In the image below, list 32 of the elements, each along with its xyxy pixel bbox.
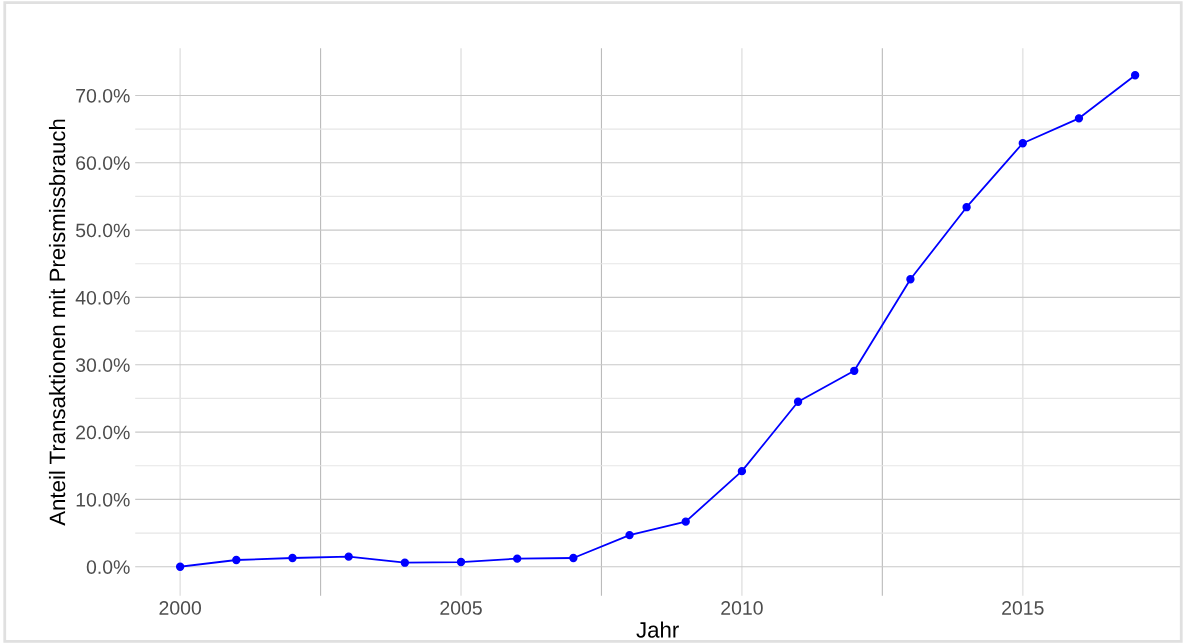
y-tick-label: 50.0% [75, 223, 130, 238]
point [1018, 139, 1027, 148]
point [288, 553, 297, 563]
x-tick-label: 2010 [721, 601, 763, 615]
y-tick-label: 20.0% [76, 425, 130, 440]
point [625, 530, 634, 540]
y-tick-label: 10.0% [76, 492, 130, 507]
point [737, 466, 747, 476]
x-tick-label: 2000 [159, 601, 202, 615]
y-axis-title: Anteil Transaktionen mit Preismissbrauch [48, 119, 66, 526]
point [681, 517, 690, 526]
y-tick-label: 0.0% [86, 560, 130, 574]
point [232, 555, 241, 565]
point [962, 203, 971, 212]
y-tick-label: 60.0% [76, 156, 130, 170]
point [513, 554, 522, 563]
y-tick-label: 30.0% [75, 358, 130, 372]
point [793, 397, 803, 406]
y-tick-label: 40.0% [75, 290, 130, 305]
x-tick-label: 2015 [1002, 601, 1044, 615]
point [569, 553, 578, 563]
point [1074, 114, 1084, 123]
point [906, 275, 915, 284]
y-tick-label: 70.0% [76, 88, 130, 103]
x-tick-label: 2005 [440, 601, 482, 615]
point [175, 562, 185, 571]
point [400, 558, 410, 567]
point [850, 366, 859, 375]
x-axis-title: Jahr [636, 621, 679, 638]
point [1130, 71, 1140, 80]
point [456, 557, 466, 567]
point [344, 552, 353, 561]
